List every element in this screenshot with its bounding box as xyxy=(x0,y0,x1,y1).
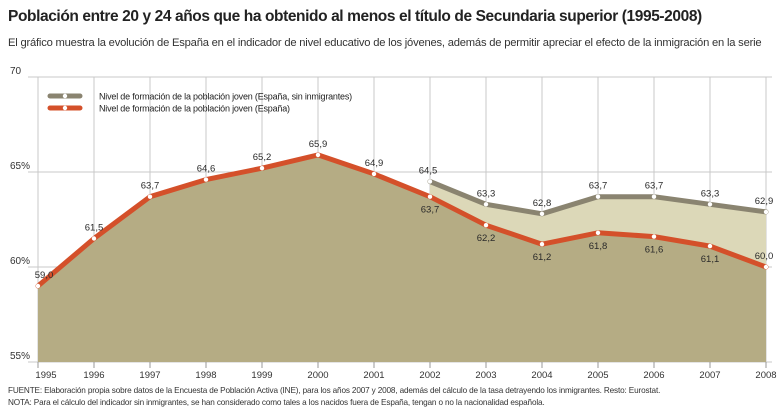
x-tick-label: 2001 xyxy=(363,370,384,381)
data-label-sin-inmigrantes: 63,3 xyxy=(477,188,496,199)
axis-layer: 70 65% 60% 55% 1995 1996 1997 1998 1999 2000 2001 2… xyxy=(10,66,777,381)
x-tick-label: 1999 xyxy=(251,370,272,381)
point-espana xyxy=(595,230,601,235)
point-espana xyxy=(707,243,713,249)
x-tick-label: 2006 xyxy=(643,370,664,381)
y-tick-label: 65% xyxy=(10,161,30,172)
point-espana xyxy=(91,236,97,241)
point-sin-inmigrantes xyxy=(707,202,713,207)
marker-layer xyxy=(35,152,769,289)
data-label-espana: 61,2 xyxy=(533,252,552,263)
data-label-sin-inmigrantes: 62,8 xyxy=(533,198,552,209)
point-sin-inmigrantes xyxy=(651,194,657,199)
chart-title: Población entre 20 y 24 años que ha obte… xyxy=(8,8,702,25)
data-label-sin-inmigrantes: 64,5 xyxy=(419,166,438,177)
point-sin-inmigrantes xyxy=(539,211,545,216)
x-tick-label: 2005 xyxy=(587,370,608,381)
x-tick-label: 2002 xyxy=(419,370,440,381)
data-label-espana: 61,1 xyxy=(701,254,720,265)
point-sin-inmigrantes xyxy=(483,202,489,207)
data-label-sin-inmigrantes: 63,3 xyxy=(701,188,720,199)
point-espana xyxy=(483,223,489,228)
point-sin-inmigrantes xyxy=(427,179,433,184)
data-label-espana: 61,8 xyxy=(589,241,608,252)
point-espana xyxy=(539,242,545,247)
point-espana xyxy=(371,171,377,177)
data-label-espana: 62,2 xyxy=(477,233,496,244)
data-label-espana: 63,7 xyxy=(141,181,160,192)
legend-label: Nivel de formación de la población joven… xyxy=(99,104,290,114)
point-espana xyxy=(651,234,657,239)
method-note: NOTA: Para el cálculo del indicador sin … xyxy=(8,398,545,407)
point-espana xyxy=(35,283,41,289)
x-tick-label: 1995 xyxy=(35,370,56,381)
data-label-espana: 64,6 xyxy=(197,164,216,175)
x-tick-label: 2007 xyxy=(699,370,720,381)
x-tick-label: 2003 xyxy=(475,370,496,381)
y-tick-label: 55% xyxy=(10,351,30,362)
source-note: FUENTE: Elaboración propia sobre datos d… xyxy=(8,386,661,395)
data-label-espana: 63,7 xyxy=(421,205,440,216)
point-espana xyxy=(259,166,265,171)
x-tick-label: 1998 xyxy=(195,370,216,381)
point-espana xyxy=(147,194,153,199)
data-label-espana: 61,5 xyxy=(85,223,104,234)
legend-label: Nivel de formación de la población joven… xyxy=(99,92,352,102)
series-line-espana xyxy=(35,152,769,289)
point-espana xyxy=(763,264,769,270)
data-label-espana: 65,9 xyxy=(309,139,328,150)
point-sin-inmigrantes xyxy=(763,209,769,215)
x-tick-label: 1997 xyxy=(139,370,160,381)
main-area xyxy=(38,154,766,362)
data-label-sin-inmigrantes: 63,7 xyxy=(645,181,664,192)
point-espana xyxy=(203,177,209,182)
point-espana xyxy=(427,194,433,199)
legend: Nivel de formación de la población joven… xyxy=(47,92,352,114)
data-label-espana: 65,2 xyxy=(253,152,272,163)
x-tick-label: 2004 xyxy=(531,370,552,381)
legend-marker xyxy=(62,93,68,99)
y-tick-label: 60% xyxy=(10,256,30,267)
data-label-espana: 59,0 xyxy=(35,270,54,281)
data-label-sin-inmigrantes: 63,7 xyxy=(589,181,608,192)
data-label-espana: 60,0 xyxy=(755,251,774,262)
x-tick-label: 1996 xyxy=(83,370,104,381)
x-tick-label: 2000 xyxy=(307,370,328,381)
point-sin-inmigrantes xyxy=(595,194,601,199)
data-label-layer: 59,0 61,5 63,7 64,6 65,2 65,9 64,9 63,7 62,2 61,2… xyxy=(35,139,774,281)
point-espana xyxy=(315,152,321,158)
chart-subtitle: El gráfico muestra la evolución de Españ… xyxy=(8,37,762,49)
legend-marker xyxy=(62,105,68,111)
data-label-sin-inmigrantes: 62,9 xyxy=(755,196,774,207)
x-tick-label: 2008 xyxy=(755,370,776,381)
data-label-espana: 64,9 xyxy=(365,158,384,169)
data-label-espana: 61,6 xyxy=(645,245,664,256)
y-tick-label: 70 xyxy=(10,66,22,77)
